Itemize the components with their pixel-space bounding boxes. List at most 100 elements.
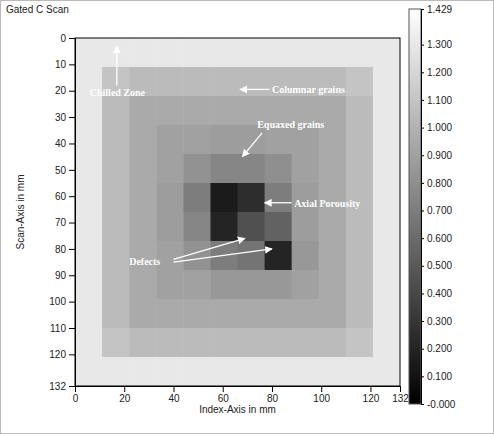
cell	[346, 299, 374, 329]
cell	[156, 154, 184, 184]
cell	[75, 38, 103, 68]
cell	[238, 212, 266, 242]
cell	[156, 328, 184, 358]
cell	[319, 154, 347, 184]
cell	[129, 299, 157, 329]
y-axis: 0102030405060708090100110120132	[49, 33, 75, 392]
cell	[102, 328, 130, 358]
cell	[75, 212, 103, 242]
cell	[238, 67, 266, 97]
tick-mark	[370, 386, 371, 392]
tick-label: 132	[392, 393, 409, 404]
cell	[319, 38, 347, 68]
cell	[102, 183, 130, 213]
title: Gated C Scan	[6, 4, 69, 15]
tick-label: 20	[55, 85, 67, 96]
tick-label: 40	[55, 138, 67, 149]
cell	[292, 241, 320, 271]
cell	[265, 357, 293, 386]
annotations: Chilled ZoneColumnar grainsEquaxed grain…	[90, 46, 361, 267]
cell	[129, 357, 157, 386]
cell	[346, 38, 374, 68]
cell	[373, 328, 400, 358]
cell	[183, 212, 211, 242]
cell	[265, 328, 293, 358]
tick-mark	[69, 223, 75, 224]
cell	[210, 212, 238, 242]
tick: 0	[60, 33, 75, 44]
cell	[102, 241, 130, 271]
tick: 20	[119, 386, 131, 404]
cell	[75, 241, 103, 271]
tick: 70	[55, 217, 75, 228]
cell	[183, 328, 211, 358]
cell	[183, 299, 211, 329]
cell	[156, 67, 184, 97]
cell	[129, 125, 157, 155]
cell	[373, 212, 400, 242]
tick: 80	[267, 386, 279, 404]
tick-mark	[69, 354, 75, 355]
tick-label: 90	[55, 270, 67, 281]
tick-mark	[124, 386, 125, 392]
x-axis-title: Index-Axis in mm	[199, 404, 276, 415]
tick-label: 1.429	[427, 4, 452, 15]
cell	[156, 38, 184, 68]
cell	[346, 67, 374, 97]
cell	[238, 357, 266, 386]
cell	[210, 183, 238, 213]
color-bar	[409, 9, 421, 404]
tick: 90	[55, 270, 75, 281]
annotation-arrow	[240, 89, 270, 90]
tick-label: 1.000	[427, 122, 452, 133]
cell	[292, 299, 320, 329]
tick-mark	[421, 404, 424, 405]
tick-label: 60	[55, 191, 67, 202]
tick-mark	[69, 170, 75, 171]
cell	[75, 125, 103, 155]
tick-mark	[69, 117, 75, 118]
tick-mark	[421, 100, 424, 101]
tick: 1.200	[421, 67, 452, 78]
tick-mark	[421, 72, 424, 73]
tick-label: 0	[60, 33, 66, 44]
tick-label: 10	[55, 59, 67, 70]
tick-mark	[421, 321, 424, 322]
tick-mark	[69, 38, 75, 39]
cell	[373, 299, 400, 329]
cell	[156, 183, 184, 213]
cell	[183, 125, 211, 155]
annotation-arrow	[173, 238, 244, 259]
tick: 120	[363, 386, 380, 404]
cell	[102, 38, 130, 68]
tick-label: -0.000	[427, 399, 456, 410]
tick-mark	[69, 143, 75, 144]
cell	[210, 328, 238, 358]
x-axis: 020406080100120132	[73, 386, 410, 404]
tick: 1.300	[421, 39, 452, 50]
cell	[156, 212, 184, 242]
cell	[292, 357, 320, 386]
tick-label: 50	[55, 165, 67, 176]
tick-mark	[421, 349, 424, 350]
background	[1, 1, 494, 434]
tick-label: 70	[55, 217, 67, 228]
cell	[238, 38, 266, 68]
cell	[292, 270, 320, 300]
tick-label: 1.100	[427, 95, 452, 106]
cell	[210, 38, 238, 68]
tick: 30	[55, 112, 75, 123]
tick: 100	[313, 386, 330, 404]
annotation: Equaxed grains	[257, 119, 324, 130]
tick-mark	[69, 91, 75, 92]
cell	[238, 328, 266, 358]
cell	[319, 328, 347, 358]
tick-label: 0.300	[427, 316, 452, 327]
annotation-arrow	[242, 133, 262, 157]
cell	[129, 270, 157, 300]
cell	[373, 183, 400, 213]
cell	[183, 357, 211, 386]
tick-label: 132	[49, 381, 66, 392]
tick: 50	[55, 165, 75, 176]
cell	[183, 67, 211, 97]
